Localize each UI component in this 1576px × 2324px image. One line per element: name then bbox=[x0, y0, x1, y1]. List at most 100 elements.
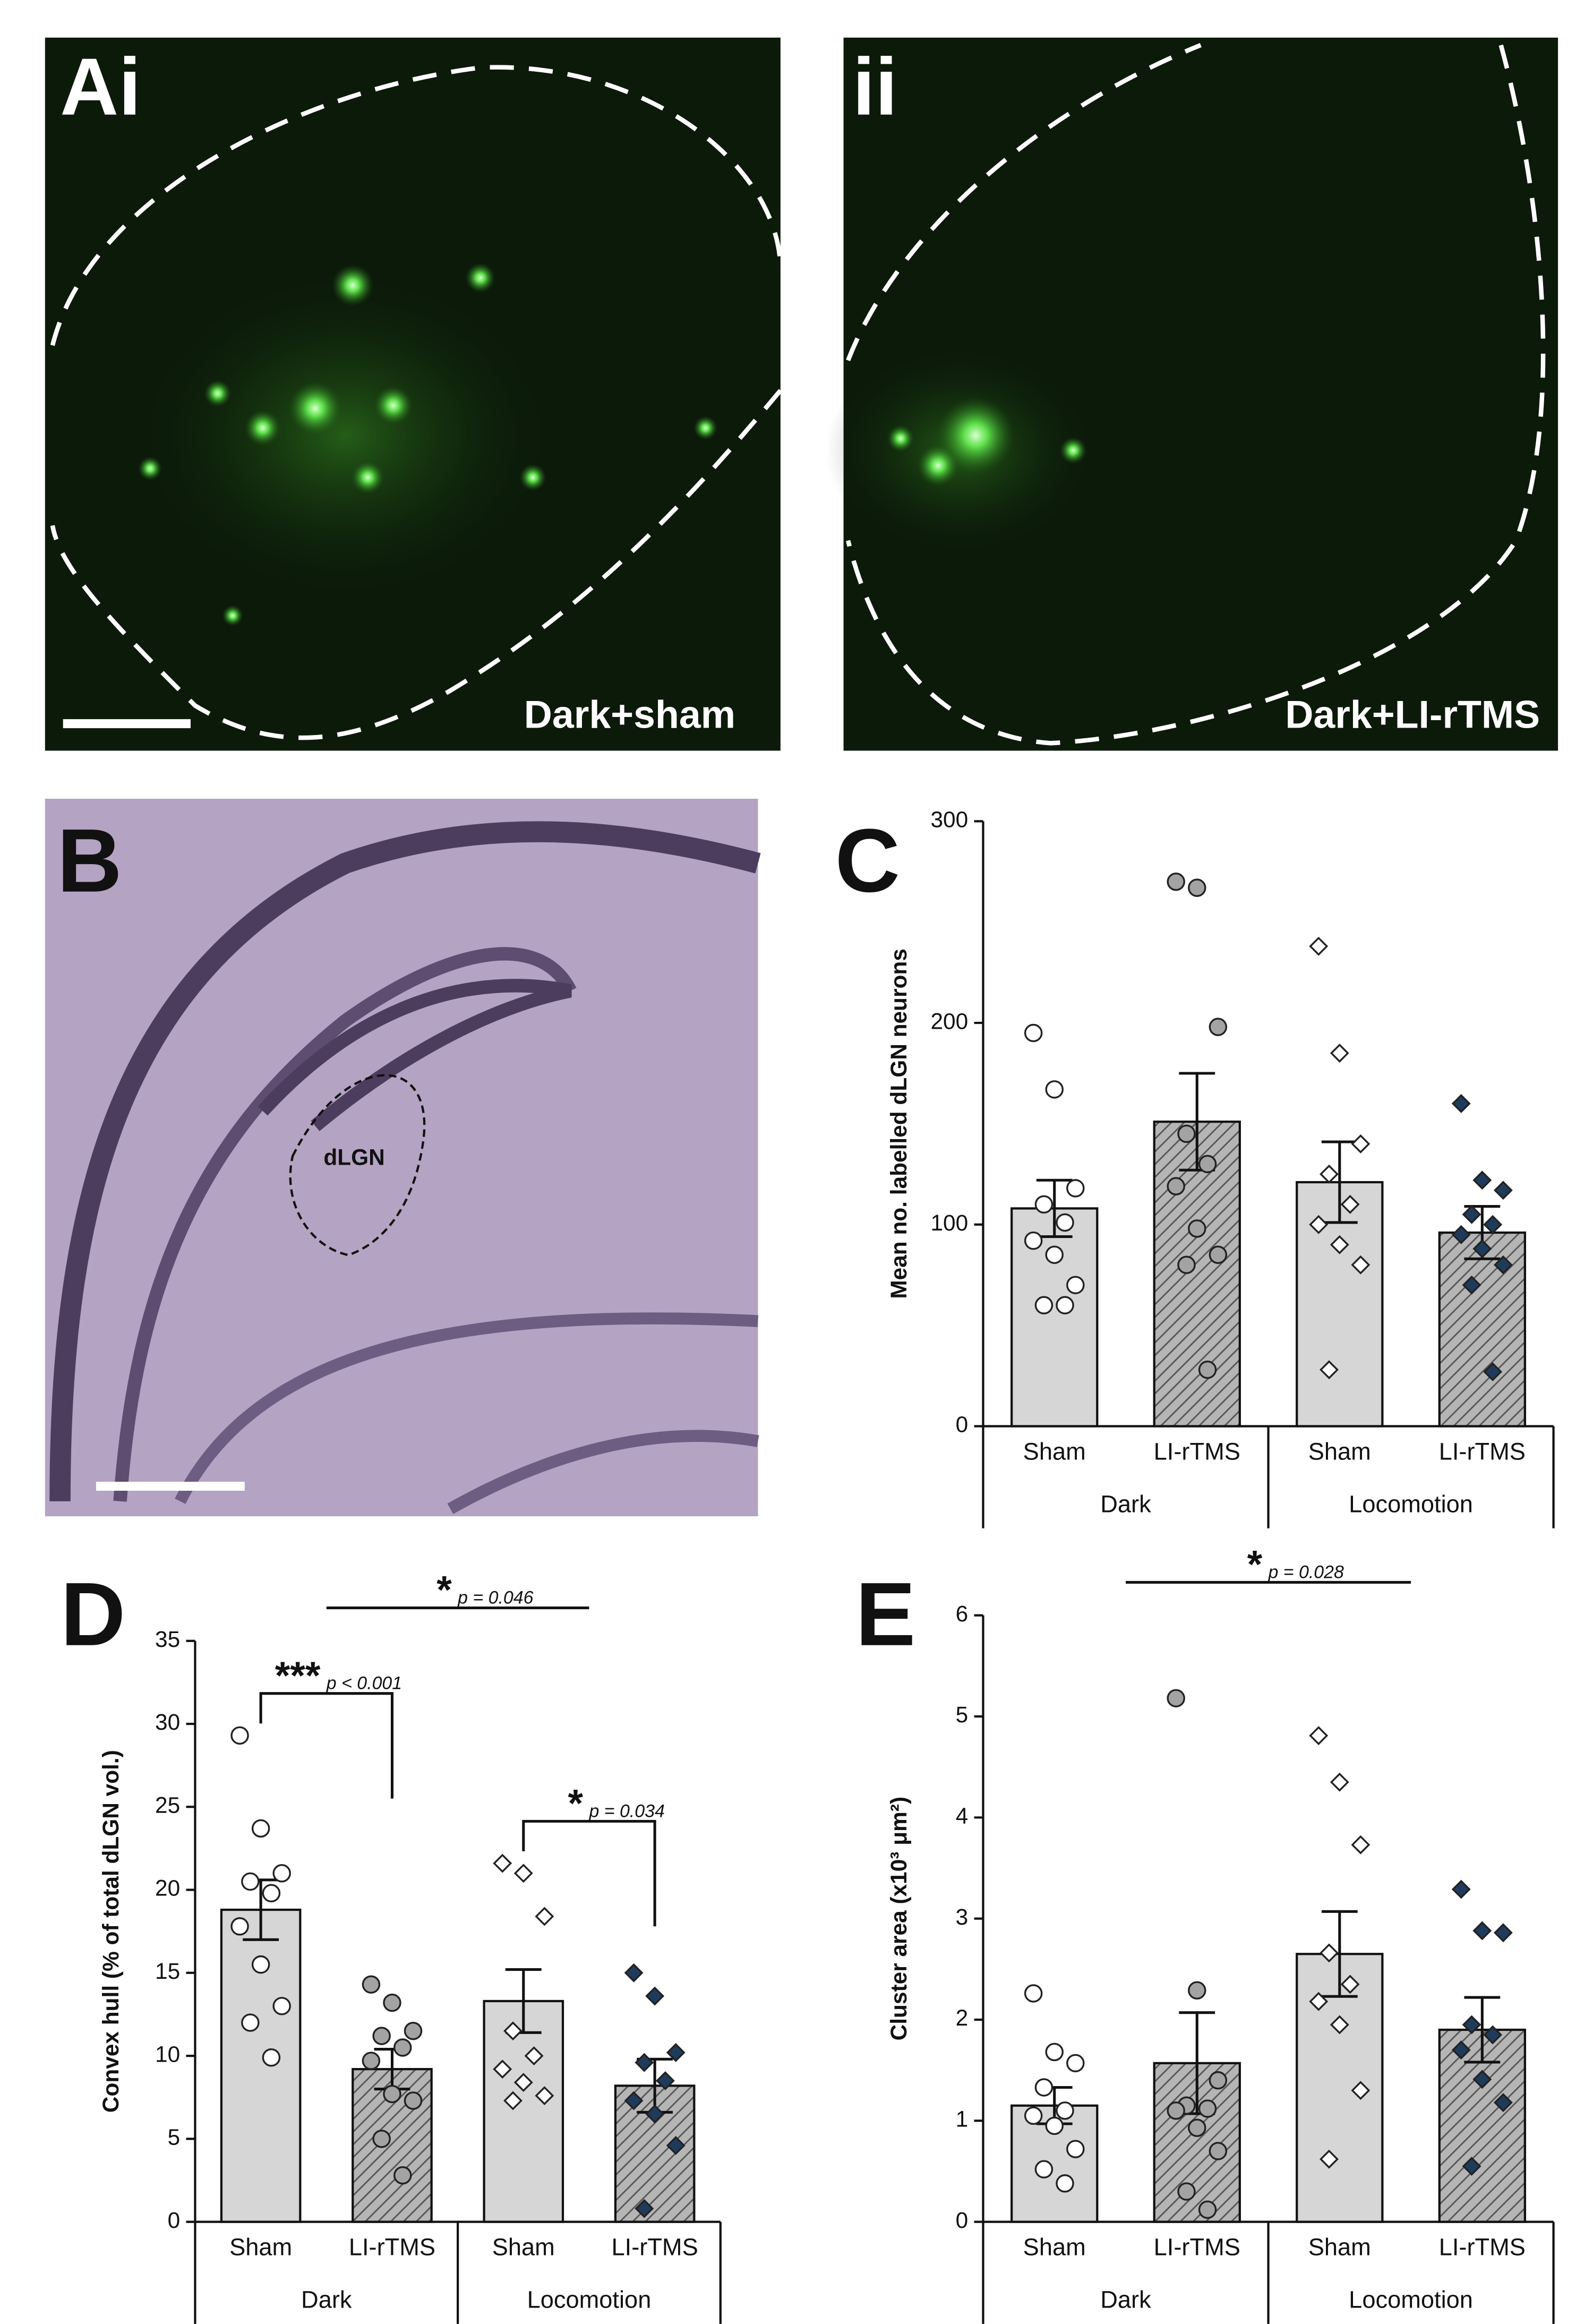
p-value: p < 0.001 bbox=[326, 1673, 402, 1694]
data-point bbox=[1309, 1992, 1329, 2011]
data-point bbox=[1493, 2093, 1513, 2112]
group-label: Dark bbox=[301, 2286, 352, 2313]
data-point bbox=[493, 2060, 512, 2079]
y-axis-label: Mean no. labelled dLGN neurons bbox=[886, 949, 911, 1298]
y-tick-label: 1 bbox=[956, 2107, 969, 2132]
significance-stars: * bbox=[1247, 1542, 1263, 1586]
y-tick-label: 5 bbox=[956, 1702, 969, 1727]
data-point bbox=[513, 1864, 533, 1883]
data-point bbox=[272, 1997, 291, 2015]
panel-label: B bbox=[57, 810, 122, 911]
error-bar bbox=[1321, 1140, 1358, 1224]
data-point bbox=[393, 2038, 412, 2057]
x-tick-label: LI-rTMS bbox=[1439, 2233, 1526, 2260]
y-tick-label: 200 bbox=[930, 1009, 968, 1033]
data-point bbox=[1198, 1155, 1217, 1174]
data-point bbox=[1462, 1204, 1481, 1224]
data-point bbox=[624, 1963, 644, 1983]
data-point bbox=[535, 1907, 554, 1926]
y-tick-label: 4 bbox=[956, 1804, 969, 1829]
data-point bbox=[1351, 1255, 1371, 1275]
data-point bbox=[1167, 1177, 1185, 1195]
data-point bbox=[1493, 1923, 1513, 1943]
data-point bbox=[393, 2166, 412, 2185]
error-bar bbox=[1464, 1996, 1501, 2064]
data-point bbox=[1066, 2054, 1085, 2073]
data-point bbox=[1462, 2015, 1481, 2035]
y-tick-label: 25 bbox=[155, 1792, 180, 1817]
data-point bbox=[1483, 1215, 1503, 1234]
data-point bbox=[1045, 1080, 1064, 1099]
data-point bbox=[1483, 2025, 1503, 2045]
data-point bbox=[262, 1884, 281, 1903]
panel-label: C bbox=[835, 810, 900, 911]
image-caption: Dark+sham bbox=[524, 693, 735, 737]
data-point bbox=[1198, 1360, 1217, 1379]
data-point bbox=[1209, 1018, 1228, 1036]
data-point bbox=[362, 2052, 381, 2070]
data-point bbox=[1330, 2015, 1349, 2035]
data-point bbox=[1034, 2078, 1053, 2097]
data-point bbox=[1309, 1215, 1329, 1234]
data-point bbox=[1177, 1255, 1196, 1274]
data-point bbox=[1198, 2200, 1217, 2219]
x-tick-label: Sham bbox=[1023, 1438, 1086, 1465]
data-point bbox=[1034, 1296, 1053, 1314]
data-point bbox=[1340, 1194, 1360, 1214]
data-point bbox=[1024, 2106, 1043, 2125]
micrograph-ii bbox=[825, 37, 1558, 751]
data-point bbox=[404, 2021, 423, 2040]
data-point bbox=[1451, 2040, 1471, 2060]
data-point bbox=[1330, 1044, 1349, 1063]
data-point bbox=[272, 1864, 291, 1883]
data-point bbox=[1209, 2142, 1228, 2160]
data-point bbox=[1198, 2099, 1217, 2118]
group-label: Dark bbox=[1100, 2286, 1151, 2313]
data-point bbox=[1188, 878, 1206, 897]
data-point bbox=[1451, 1879, 1471, 1899]
data-point bbox=[230, 1917, 249, 1936]
data-point bbox=[1330, 1772, 1349, 1792]
data-point bbox=[1493, 1255, 1513, 1275]
data-point bbox=[251, 1819, 270, 1838]
data-point bbox=[1309, 1726, 1329, 1746]
significance-bracket bbox=[522, 1819, 656, 1927]
significance-bracket bbox=[259, 1692, 394, 1799]
data-point bbox=[1024, 1023, 1043, 1043]
data-point bbox=[666, 2043, 686, 2062]
data-point bbox=[624, 2091, 644, 2111]
data-point bbox=[372, 2027, 391, 2045]
x-tick-label: Sham bbox=[492, 2233, 555, 2260]
bar bbox=[1438, 1231, 1527, 1428]
y-tick-label: 100 bbox=[930, 1210, 968, 1235]
data-point bbox=[362, 1975, 381, 1994]
data-point bbox=[503, 2091, 523, 2111]
data-point bbox=[1177, 2182, 1196, 2201]
data-point bbox=[1024, 1231, 1043, 1250]
y-tick-label: 0 bbox=[168, 2208, 181, 2233]
data-point bbox=[635, 2053, 654, 2072]
y-tick-label: 15 bbox=[155, 1959, 180, 1984]
data-point bbox=[1066, 1276, 1085, 1294]
y-tick-label: 6 bbox=[956, 1601, 969, 1626]
y-axis-label: Cluster area (x10³ μm²) bbox=[886, 1797, 911, 2040]
data-point bbox=[1209, 1245, 1228, 1264]
data-point bbox=[1045, 2043, 1064, 2062]
data-point bbox=[1472, 2070, 1492, 2089]
data-point bbox=[262, 2048, 281, 2067]
p-value: p = 0.046 bbox=[457, 1588, 533, 1608]
data-point bbox=[1177, 1124, 1196, 1143]
data-point bbox=[1472, 1921, 1492, 1941]
data-point bbox=[1034, 2160, 1053, 2178]
y-tick-label: 10 bbox=[155, 2041, 180, 2066]
data-point bbox=[535, 2086, 554, 2106]
micrograph-ai bbox=[45, 37, 783, 751]
data-point bbox=[1056, 2174, 1074, 2193]
y-tick-label: 5 bbox=[168, 2125, 181, 2150]
data-point bbox=[241, 1872, 260, 1891]
y-tick-label: 3 bbox=[956, 1904, 969, 1929]
x-tick-label: Sham bbox=[1308, 1438, 1371, 1465]
data-point bbox=[1188, 2118, 1206, 2137]
data-point bbox=[1330, 1235, 1349, 1254]
y-tick-label: 2 bbox=[956, 2005, 969, 2030]
